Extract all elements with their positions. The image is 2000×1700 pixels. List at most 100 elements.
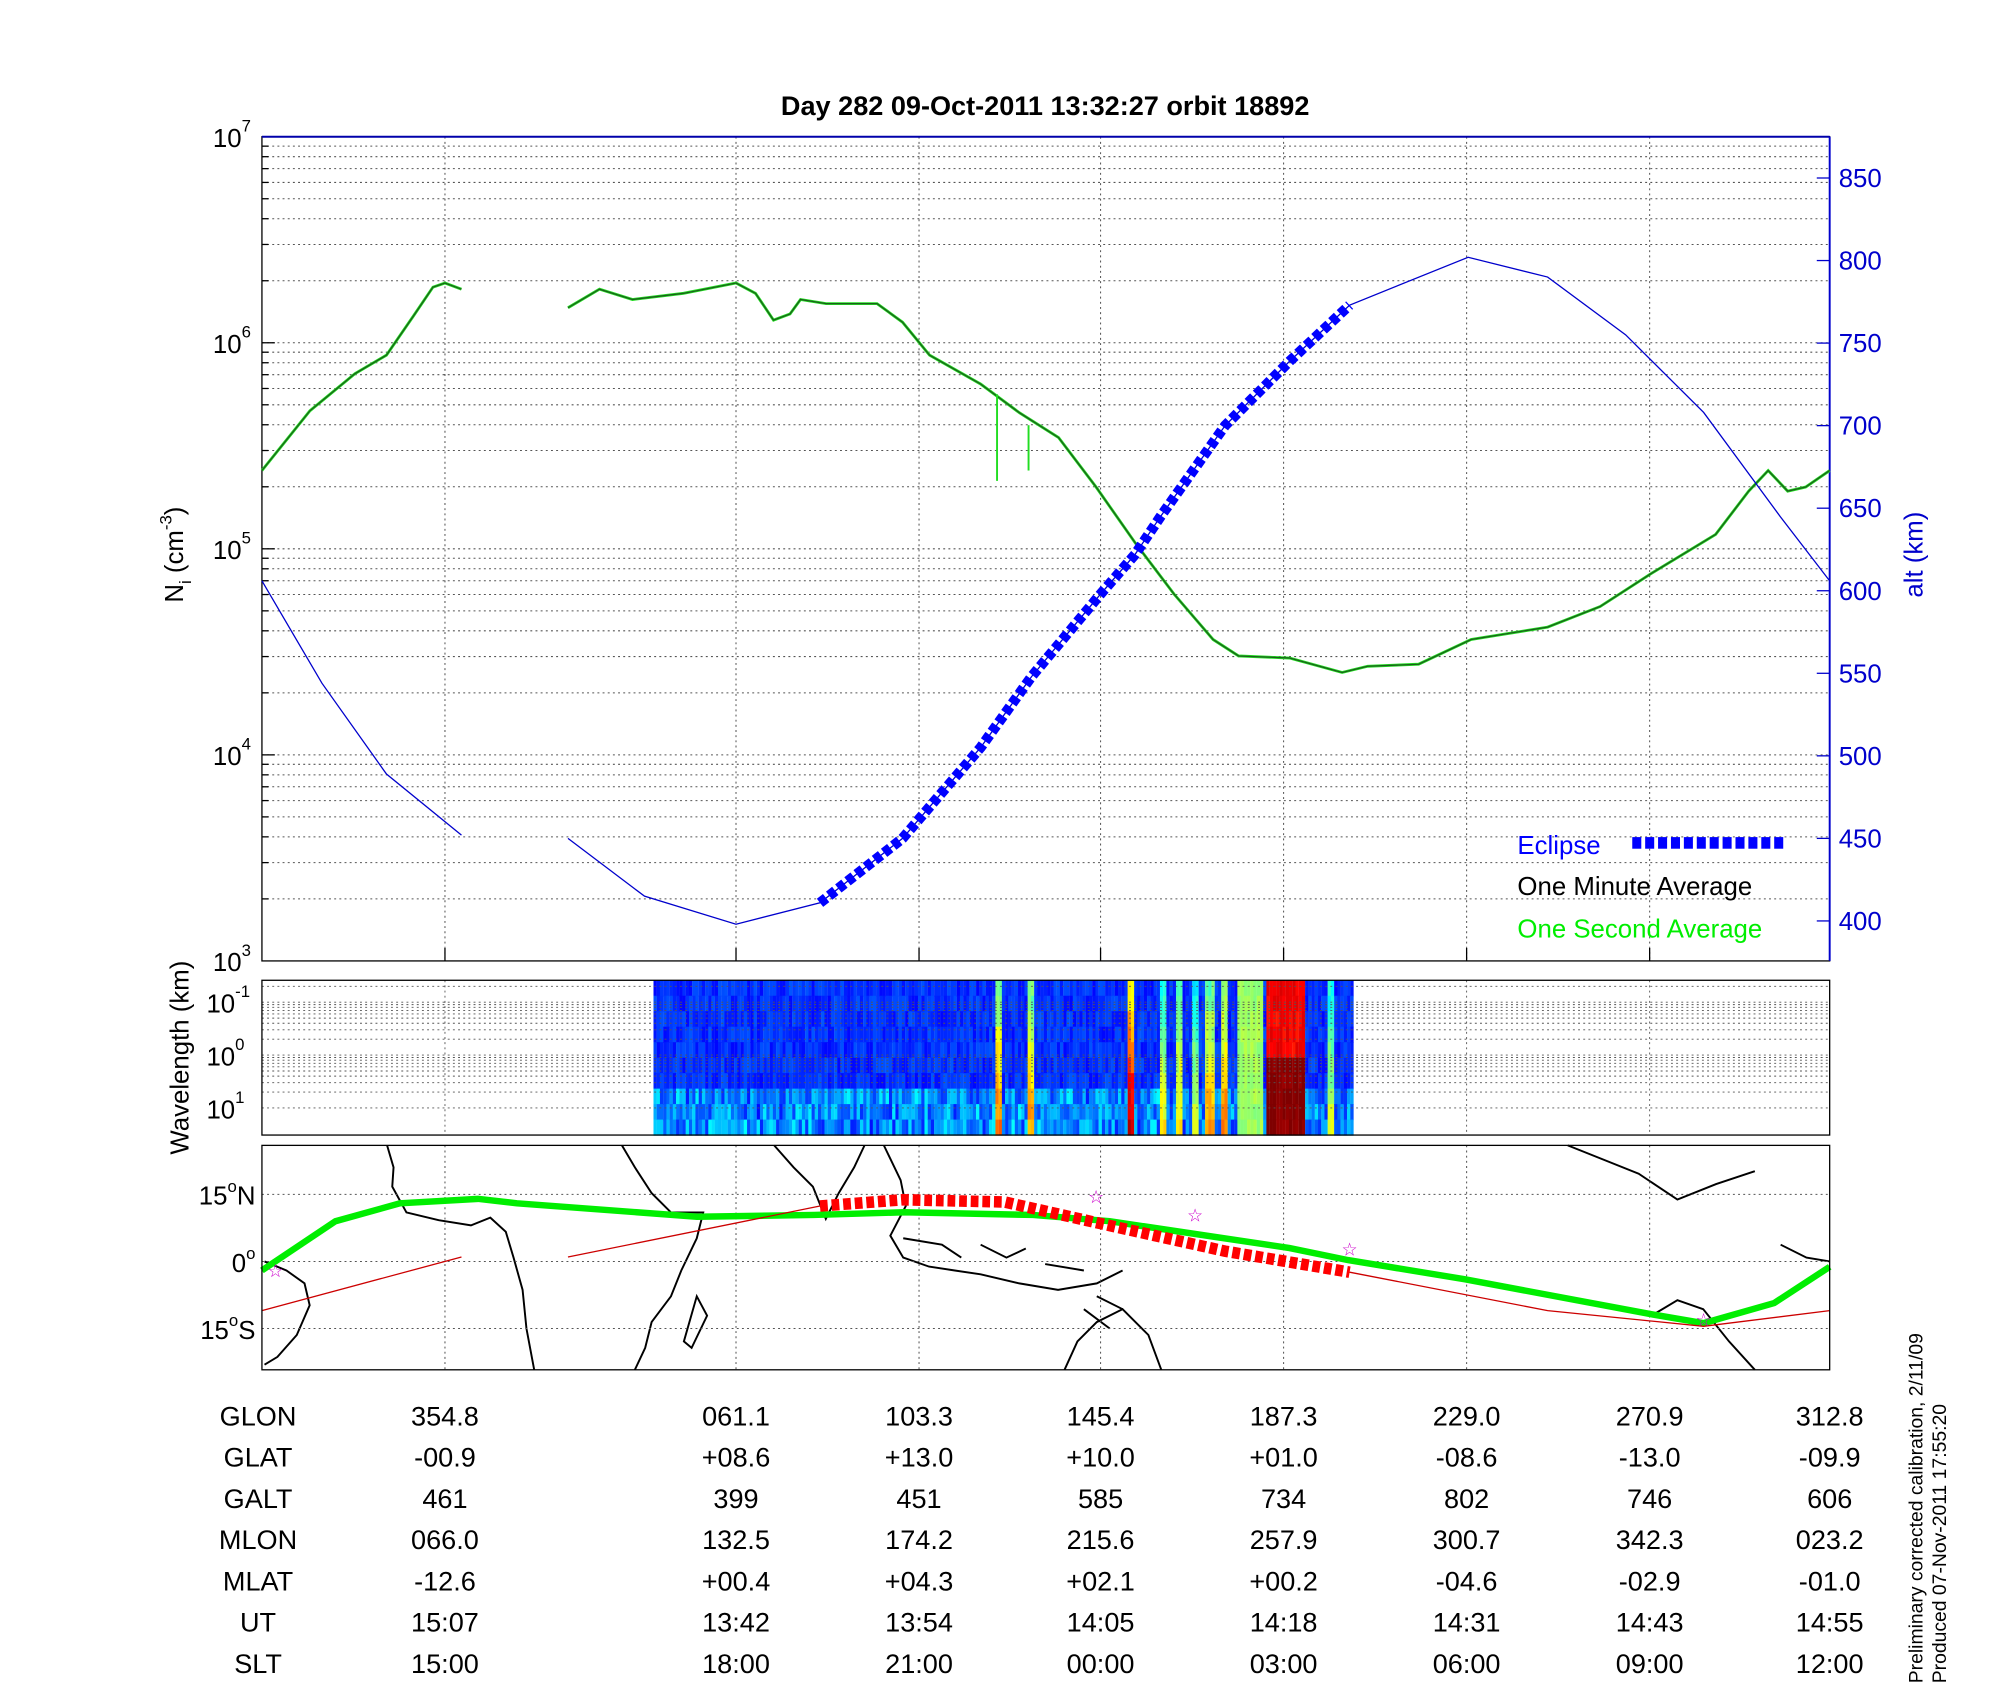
spectrogram-cell — [995, 1119, 999, 1136]
spectrogram-cell — [763, 995, 767, 1012]
spectrogram-cell — [814, 1104, 819, 1121]
spectrogram-cell — [1347, 995, 1351, 1012]
spectrogram-cell — [1079, 1026, 1083, 1043]
spectrogram-cell — [1295, 1011, 1299, 1028]
spectrogram-cell — [1076, 1073, 1080, 1090]
spectrogram-cell — [1324, 1011, 1328, 1028]
spectrogram-cell — [1334, 1088, 1338, 1105]
spectrogram-cell — [1243, 1119, 1248, 1136]
spectrogram-cell — [1182, 1011, 1186, 1028]
spectrogram-cell — [682, 1057, 686, 1074]
spectrogram-cell — [1256, 1026, 1261, 1043]
spectrogram-cell — [1050, 1119, 1054, 1136]
spectrogram-cell — [1324, 1104, 1328, 1121]
spectrogram-cell — [1195, 995, 1199, 1012]
spectrogram-cell — [1321, 1088, 1325, 1105]
spectrogram-cell — [1224, 980, 1228, 997]
spectrogram-cell — [1314, 1026, 1319, 1043]
spectrogram-cell — [1024, 995, 1028, 1012]
spectrogram-cell — [695, 1026, 699, 1043]
table-cell: 00:00 — [1067, 1648, 1135, 1679]
spectrogram-cell — [866, 1011, 870, 1028]
spectrogram-cell — [966, 1042, 970, 1059]
spectrogram-cell — [1121, 1026, 1125, 1043]
spectrogram-cell — [1050, 1073, 1054, 1090]
spectrogram-cell — [1156, 1119, 1161, 1136]
spectrogram-cell — [843, 1011, 848, 1028]
spectrogram-cell — [953, 1011, 957, 1028]
spectrogram-cell — [779, 1011, 783, 1028]
spectrogram-cell — [959, 1057, 964, 1074]
spectrogram-cell — [672, 1042, 677, 1059]
spectrogram-cell — [1201, 1119, 1206, 1136]
spectrogram-cell — [1150, 995, 1154, 1012]
spectrogram-cell — [1330, 1026, 1335, 1043]
spectrogram-cell — [1166, 1088, 1170, 1105]
spectrogram-cell — [759, 1057, 764, 1074]
spectrogram-cell — [769, 1104, 773, 1121]
spectrogram-cell — [1195, 1057, 1199, 1074]
spectrogram-cell — [1127, 1088, 1132, 1105]
spectrogram-cell — [976, 1011, 980, 1028]
spectrogram-cell — [1105, 1088, 1109, 1105]
spectrogram-cell — [1272, 1011, 1277, 1028]
spectrogram-cell — [972, 995, 977, 1012]
spectrogram-cell — [1340, 1088, 1344, 1105]
spectrogram-cell — [1227, 995, 1232, 1012]
spectrogram-cell — [901, 1057, 906, 1074]
spectrogram-cell — [1069, 1073, 1073, 1090]
star-marker-icon: ☆ — [267, 1261, 283, 1281]
spectrogram-cell — [698, 1026, 703, 1043]
spectrogram-cell — [821, 995, 825, 1012]
spectrogram-cell — [1076, 1119, 1080, 1136]
spectrogram-cell — [876, 1042, 880, 1059]
spectrogram-cell — [730, 980, 735, 997]
spectrogram-cell — [924, 1088, 928, 1105]
lat-deg: 0 — [232, 1250, 246, 1278]
spectrogram-cell — [743, 1088, 748, 1105]
spectrogram-cell — [795, 1042, 799, 1059]
spectrogram-cell — [950, 1026, 954, 1043]
spectrogram-cell — [856, 980, 861, 997]
spectrogram-cell — [1308, 1026, 1312, 1043]
spectrogram-cell — [1018, 1119, 1022, 1136]
spectrogram-cell — [1321, 1011, 1325, 1028]
spectrogram-cell — [1027, 980, 1032, 997]
spectrogram-cell — [714, 995, 719, 1012]
spectrogram-cell — [1276, 995, 1280, 1012]
spectrogram-cell — [1030, 1057, 1035, 1074]
coastline-south-america — [264, 1260, 311, 1366]
spectrogram-cell — [705, 995, 709, 1012]
spectrogram-cell — [759, 980, 764, 997]
spectrogram-cell — [676, 1104, 680, 1121]
y-tick-label: 105 — [213, 529, 251, 565]
spectrogram-cell — [1134, 995, 1138, 1012]
spectrogram-cell — [840, 1104, 844, 1121]
spectrogram-cell — [1276, 1011, 1280, 1028]
spectrogram-cell — [972, 1073, 977, 1090]
spectrogram-cell — [1243, 1042, 1248, 1059]
spectrogram-cell — [1208, 980, 1212, 997]
spectrogram-cell — [979, 1073, 983, 1090]
spectrogram-cell — [698, 1088, 703, 1105]
spectrogram-cell — [1079, 1073, 1083, 1090]
spectrogram-cell — [995, 1026, 999, 1043]
spectrogram-cell — [1134, 1011, 1138, 1028]
spectrogram-cell — [1114, 1088, 1119, 1105]
spectrogram-cell — [740, 1073, 744, 1090]
spectrogram-cell — [672, 1088, 677, 1105]
spectrogram-cell — [1230, 1119, 1235, 1136]
spectrogram-cell — [1008, 1104, 1012, 1121]
spectrogram-cell — [1047, 980, 1051, 997]
y-tick-base: 10 — [213, 331, 242, 359]
spectrogram-cell — [1282, 1042, 1286, 1059]
spectrogram-cell — [753, 995, 757, 1012]
spectrogram-cell — [1140, 1073, 1144, 1090]
spectrogram-cell — [1266, 995, 1270, 1012]
spectrogram-cell — [853, 1088, 857, 1105]
spectrogram-cell — [756, 1011, 761, 1028]
table-cell: +10.0 — [1066, 1442, 1135, 1473]
y2-tick-label: 650 — [1839, 495, 1882, 523]
degree-symbol: o — [229, 1311, 238, 1330]
spectrogram-cell — [1269, 995, 1273, 1012]
